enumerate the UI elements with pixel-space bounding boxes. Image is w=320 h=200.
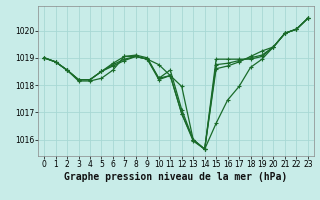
X-axis label: Graphe pression niveau de la mer (hPa): Graphe pression niveau de la mer (hPa)	[64, 172, 288, 182]
